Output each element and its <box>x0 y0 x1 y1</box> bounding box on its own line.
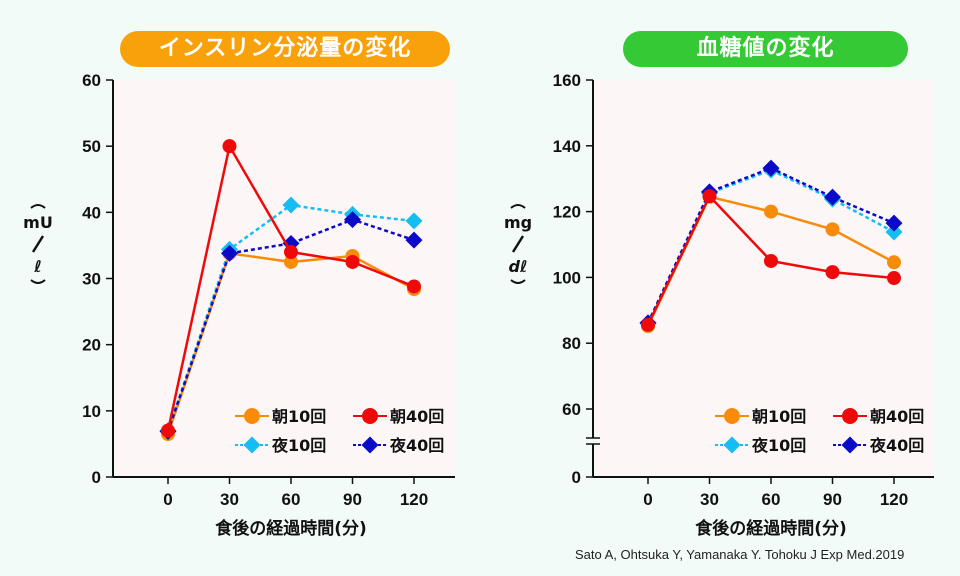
data-point <box>407 279 421 294</box>
legend-label: 朝10回 <box>752 407 806 426</box>
legend-marker <box>361 436 379 454</box>
y-tick-label: 30 <box>82 270 101 289</box>
unit-denominator: dℓ <box>509 257 528 276</box>
x-axis-label: 食後の経過時間(分) <box>695 518 847 539</box>
y-tick-label: 40 <box>82 203 101 222</box>
legend-label: 朝40回 <box>870 407 924 426</box>
legend-label: 夜10回 <box>751 436 806 455</box>
y-tick-label: 120 <box>553 203 581 222</box>
paren-open <box>510 204 526 209</box>
x-tick-label: 0 <box>643 490 652 509</box>
unit-denominator: ℓ <box>33 257 42 276</box>
legend-marker <box>362 408 378 424</box>
paren-close <box>30 279 46 284</box>
data-point <box>824 188 841 206</box>
x-tick-label: 120 <box>880 490 908 509</box>
y-tick-label: 20 <box>82 336 101 355</box>
y-tick-label: 50 <box>82 137 101 156</box>
legend-marker <box>724 408 740 424</box>
data-point <box>161 423 175 438</box>
series-line <box>166 218 415 432</box>
y-tick-label: 10 <box>82 402 101 421</box>
legend-label: 夜40回 <box>389 436 444 455</box>
y-axis-unit-label: mU ℓ <box>23 204 53 284</box>
legend-label: 夜40回 <box>869 436 924 455</box>
data-point <box>887 255 901 270</box>
legend-label: 朝40回 <box>390 407 444 426</box>
data-point <box>222 139 237 154</box>
unit-slash <box>511 235 525 253</box>
data-point <box>405 231 423 249</box>
legend-marker <box>243 436 261 454</box>
glucose-chart-title: 血糖値の変化 <box>623 31 908 67</box>
data-point <box>762 159 780 177</box>
data-point <box>284 245 298 260</box>
citation: Sato A, Ohtsuka Y, Yamanaka Y. Tohoku J … <box>575 547 905 562</box>
legend-marker <box>244 408 260 424</box>
x-tick-label: 30 <box>700 490 719 509</box>
unit-slash <box>31 235 45 253</box>
plot-background <box>595 80 934 477</box>
data-point <box>825 222 840 237</box>
x-tick-label: 90 <box>823 490 842 509</box>
y-tick-label: 100 <box>553 268 581 287</box>
legend-label: 夜10回 <box>271 436 326 455</box>
insulin-chart-title: インスリン分泌量の変化 <box>120 31 450 67</box>
data-point <box>344 211 361 229</box>
data-point <box>284 254 298 269</box>
y-tick-label: 140 <box>553 137 581 156</box>
data-point <box>405 212 423 230</box>
chart-insulin: 0 10 20 30 40 50 60 0 30 60 90 120 食後の経過時間(分) mU ℓ 朝10回… <box>23 71 455 539</box>
data-point <box>764 204 778 219</box>
y-tick-label: 0 <box>572 468 581 487</box>
y-tick-label: 60 <box>82 71 101 90</box>
data-point <box>885 214 903 232</box>
x-tick-label: 120 <box>400 490 428 509</box>
y-tick-label: 160 <box>553 71 581 90</box>
data-point <box>345 254 360 269</box>
x-axis-label: 食後の経過時間(分) <box>215 518 367 539</box>
data-point <box>764 253 778 268</box>
x-tick-label: 90 <box>343 490 362 509</box>
paren-open <box>30 204 46 209</box>
data-point <box>825 265 840 280</box>
y-axis-unit-label: mg dℓ <box>504 204 532 284</box>
x-tick-label: 0 <box>163 490 172 509</box>
data-point <box>641 317 655 332</box>
axis-break-gap <box>587 438 599 444</box>
data-point <box>702 189 717 204</box>
y-tick-label: 0 <box>92 468 101 487</box>
data-point <box>282 196 300 214</box>
legend-marker <box>842 408 858 424</box>
y-tick-label: 60 <box>562 400 581 419</box>
legend-marker <box>723 436 741 454</box>
series-朝40回 <box>161 139 421 438</box>
data-point <box>885 223 903 241</box>
unit-numerator: mg <box>504 213 532 232</box>
data-point <box>887 271 901 286</box>
paren-close <box>510 279 526 284</box>
y-tick-label: 80 <box>562 334 581 353</box>
legend-label: 朝10回 <box>272 407 326 426</box>
legend-marker <box>841 436 859 454</box>
x-tick-label: 60 <box>762 490 781 509</box>
chart-glucose: 0 60 80 100 120 140 160 0 30 60 90 120 食後の経過時間(分) mg d… <box>504 71 934 539</box>
x-tick-label: 60 <box>282 490 301 509</box>
unit-numerator: mU <box>23 213 53 232</box>
x-tick-label: 30 <box>220 490 239 509</box>
series-朝40回 <box>641 189 901 332</box>
data-point <box>221 244 238 262</box>
